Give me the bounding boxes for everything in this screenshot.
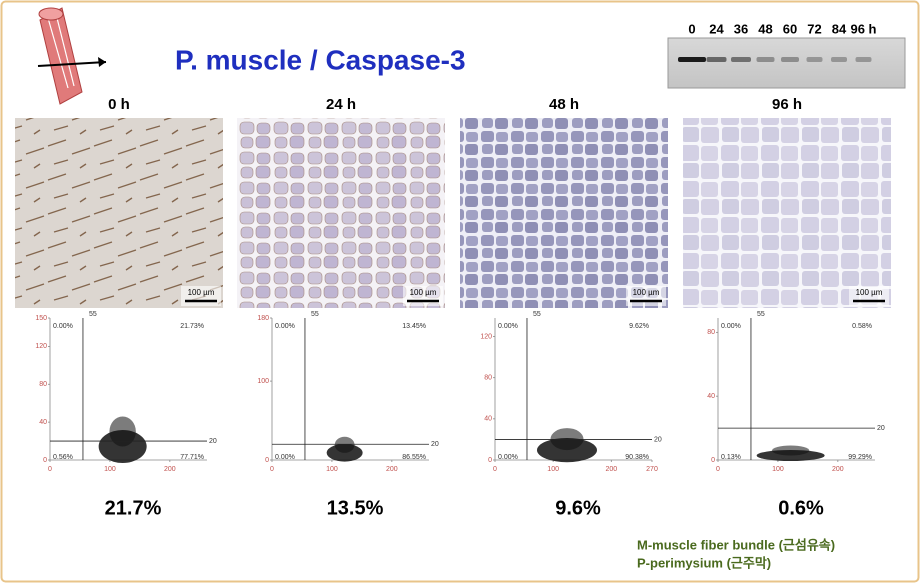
y-tick-label: 40 — [707, 393, 715, 400]
quadrant-label: 86.55% — [402, 454, 426, 461]
x-tick-label: 200 — [164, 466, 176, 473]
gate-y-label: 20 — [431, 441, 439, 448]
y-tick-label: 100 — [257, 378, 269, 385]
y-tick-label: 0 — [43, 457, 47, 464]
x-tick-label: 0 — [48, 466, 52, 473]
x-tick-label: 270 — [646, 466, 658, 473]
micrograph-texture — [683, 118, 891, 308]
gate-x-label: 55 — [757, 311, 765, 318]
time-label: 0 h — [108, 96, 130, 113]
time-label: 24 h — [326, 96, 356, 113]
quadrant-label: 0.00% — [498, 454, 518, 461]
y-tick-label: 40 — [484, 416, 492, 423]
quadrant-label: 90.38% — [625, 454, 649, 461]
result-percent: 0.6% — [778, 497, 824, 519]
quadrant-label: 0.00% — [721, 323, 741, 330]
blot-band — [731, 57, 751, 62]
y-tick-label: 120 — [480, 333, 492, 340]
x-tick-label: 0 — [716, 466, 720, 473]
y-tick-label: 180 — [257, 315, 269, 322]
lane-label: 0 — [688, 21, 695, 36]
gate-y-label: 20 — [209, 438, 217, 445]
x-tick-label: 0 — [270, 466, 274, 473]
quadrant-label: 0.00% — [275, 454, 295, 461]
micrograph-texture — [237, 118, 445, 308]
lane-label: 48 — [758, 21, 772, 36]
lane-label: 96 h — [850, 21, 876, 36]
gate-x-label: 55 — [311, 311, 319, 318]
blot-band — [756, 57, 775, 62]
quadrant-label: 9.62% — [629, 323, 649, 330]
y-tick-label: 0 — [711, 457, 715, 464]
micrograph-texture — [15, 118, 223, 308]
quadrant-label: 0.56% — [53, 454, 73, 461]
y-tick-label: 80 — [484, 375, 492, 382]
time-label: 96 h — [772, 96, 802, 113]
y-tick-label: 0 — [265, 457, 269, 464]
x-tick-label: 200 — [386, 466, 398, 473]
western-blot — [667, 37, 906, 89]
lane-label: 24 — [709, 21, 724, 36]
quadrant-label: 0.00% — [275, 323, 295, 330]
quadrant-label: 13.45% — [402, 323, 426, 330]
scale-bar-label: 100 µm — [188, 288, 215, 297]
y-tick-label: 120 — [35, 343, 47, 350]
result-percent: 9.6% — [555, 497, 601, 519]
quadrant-label: 0.00% — [53, 323, 73, 330]
muscle-icon — [37, 7, 107, 105]
scale-bar-label: 100 µm — [410, 288, 437, 297]
x-tick-label: 200 — [605, 466, 617, 473]
quadrant-label: 0.13% — [721, 454, 741, 461]
event-cloud — [109, 416, 136, 447]
lane-label: 60 — [783, 21, 797, 36]
blot-band — [706, 57, 727, 62]
blot-band — [855, 57, 872, 62]
event-cloud — [771, 445, 810, 456]
scale-bar-label: 100 µm — [856, 288, 883, 297]
x-tick-label: 100 — [772, 466, 784, 473]
y-tick-label: 80 — [707, 329, 715, 336]
legend-line: P-perimysium (근주막) — [637, 555, 771, 570]
lane-label: 72 — [807, 21, 821, 36]
blot-band — [831, 57, 847, 62]
x-tick-label: 100 — [547, 466, 559, 473]
micrograph-texture — [460, 118, 668, 308]
y-tick-label: 40 — [39, 419, 47, 426]
quadrant-label: 77.71% — [180, 454, 204, 461]
x-tick-label: 0 — [493, 466, 497, 473]
time-label: 48 h — [549, 96, 579, 113]
title: P. muscle / Caspase-3 — [175, 44, 466, 75]
lane-label: 84 — [832, 21, 847, 36]
quadrant-label: 0.58% — [852, 323, 872, 330]
blot-band — [781, 57, 799, 62]
result-percent: 13.5% — [327, 497, 384, 519]
legend-line: M-muscle fiber bundle (근섬유속) — [637, 537, 835, 552]
quadrant-label: 21.73% — [180, 323, 204, 330]
quadrant-label: 99.29% — [848, 454, 872, 461]
y-tick-label: 150 — [35, 315, 47, 322]
gate-x-label: 55 — [533, 311, 541, 318]
result-percent: 21.7% — [105, 497, 162, 519]
gate-x-label: 55 — [89, 311, 97, 318]
quadrant-label: 0.00% — [498, 323, 518, 330]
gate-y-label: 20 — [877, 425, 885, 432]
x-tick-label: 100 — [104, 466, 116, 473]
x-tick-label: 200 — [832, 466, 844, 473]
gate-y-label: 20 — [654, 436, 662, 443]
blot-band — [806, 57, 823, 62]
x-tick-label: 100 — [326, 466, 338, 473]
lane-label: 36 — [734, 21, 748, 36]
y-tick-label: 0 — [488, 457, 492, 464]
y-tick-label: 80 — [39, 381, 47, 388]
blot-band — [678, 57, 706, 62]
scale-bar-label: 100 µm — [633, 288, 660, 297]
event-cloud — [334, 436, 355, 453]
